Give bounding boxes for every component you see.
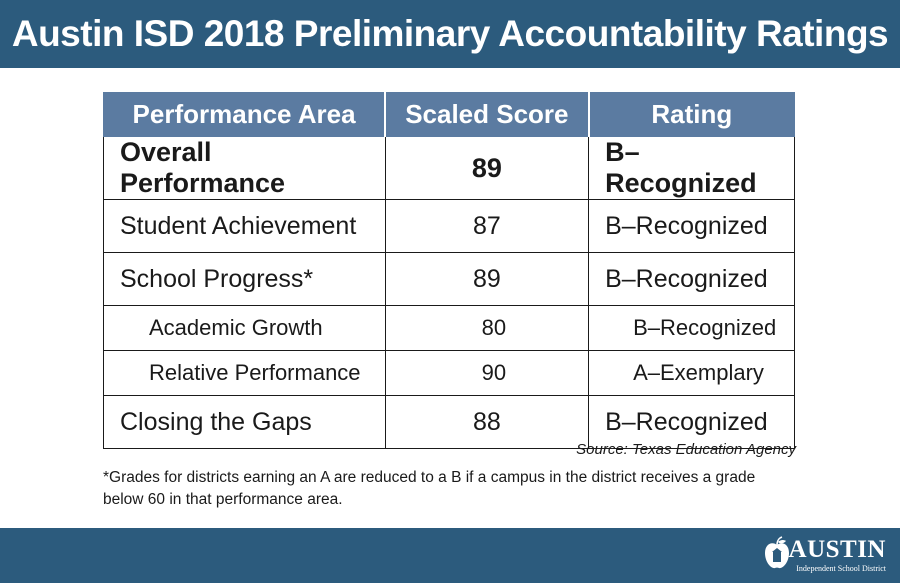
column-header-rating: Rating	[587, 92, 795, 137]
table-row: Closing the Gaps 88 B–Recognized	[103, 395, 795, 449]
rating-cell: B–Recognized	[588, 305, 795, 351]
ratings-table-container: Performance Area Scaled Score Rating Ove…	[103, 92, 795, 449]
area-cell: School Progress*	[103, 252, 386, 306]
title-banner: Austin ISD 2018 Preliminary Accountabili…	[0, 0, 900, 68]
table-subrow: Academic Growth 80 B–Recognized	[103, 305, 795, 351]
table-row: School Progress* 89 B–Recognized	[103, 252, 795, 306]
table-row: Student Achievement 87 B–Recognized	[103, 199, 795, 253]
area-cell: Overall Performance	[103, 136, 386, 200]
score-cell: 89	[384, 136, 590, 200]
ratings-table: Performance Area Scaled Score Rating Ove…	[103, 92, 795, 449]
rating-cell: B–Recognized	[588, 136, 795, 200]
apple-icon	[765, 536, 789, 569]
footer-banner: AUSTIN Independent School District	[0, 528, 900, 583]
score-cell: 87	[384, 199, 590, 253]
rating-cell: B–Recognized	[588, 395, 795, 449]
austin-isd-logo: AUSTIN Independent School District	[764, 536, 886, 576]
score-cell: 89	[384, 252, 590, 306]
area-cell: Closing the Gaps	[103, 395, 386, 449]
score-cell: 80	[384, 305, 590, 351]
page-title: Austin ISD 2018 Preliminary Accountabili…	[11, 13, 889, 54]
table-header-row: Performance Area Scaled Score Rating	[103, 92, 795, 137]
rating-cell: B–Recognized	[588, 199, 795, 253]
area-cell: Relative Performance	[103, 350, 386, 396]
rating-cell: B–Recognized	[588, 252, 795, 306]
column-header-performance-area: Performance Area	[103, 92, 386, 137]
source-note: Source: Texas Education Agency	[576, 441, 796, 458]
column-header-scaled-score: Scaled Score	[384, 92, 590, 137]
area-cell: Student Achievement	[103, 199, 386, 253]
score-cell: 90	[384, 350, 590, 396]
table-row-overall: Overall Performance 89 B–Recognized	[103, 136, 795, 200]
logo-wordmark: AUSTIN	[788, 536, 886, 563]
logo-subtitle: Independent School District	[796, 564, 886, 573]
footnote: *Grades for districts earning an A are r…	[103, 469, 756, 508]
rating-cell: A–Exemplary	[588, 350, 795, 396]
score-cell: 88	[384, 395, 590, 449]
area-cell: Academic Growth	[103, 305, 386, 351]
table-subrow: Relative Performance 90 A–Exemplary	[103, 350, 795, 396]
